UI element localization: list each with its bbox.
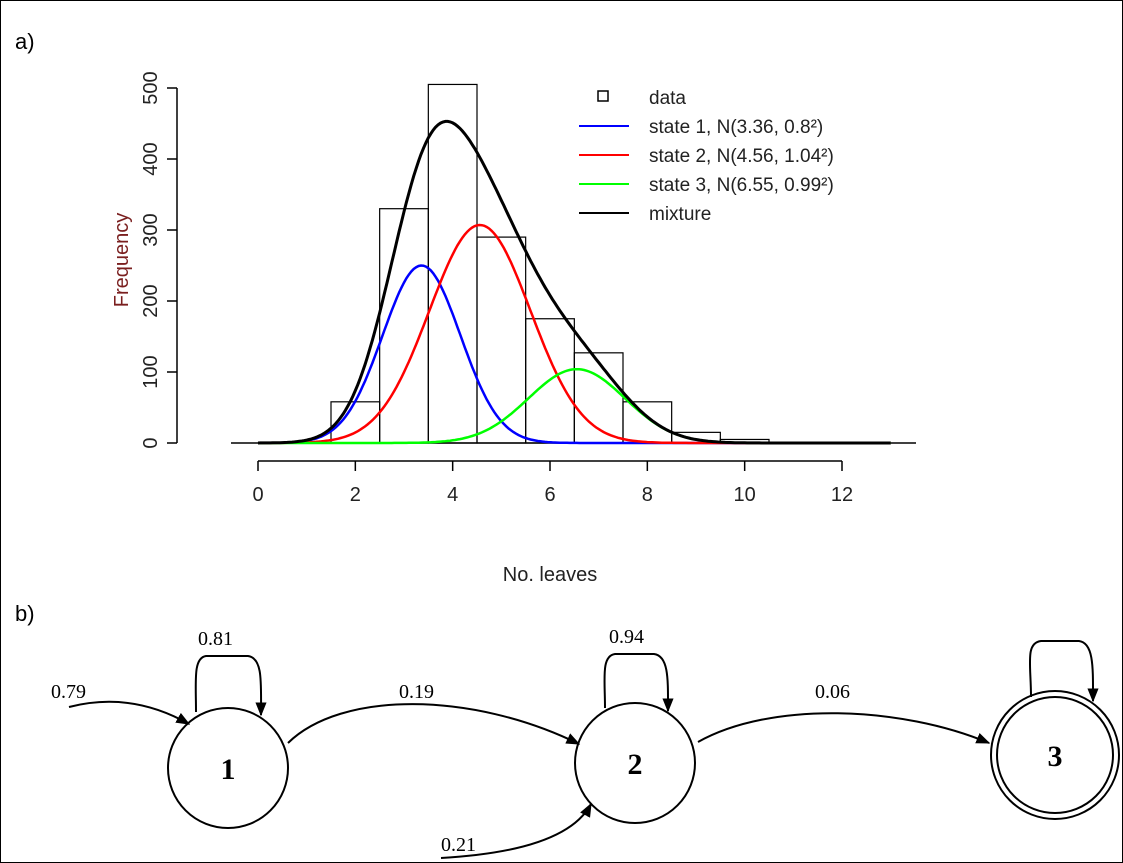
panel-a-label: a) [15, 29, 35, 54]
y-tick-label: 100 [140, 355, 162, 388]
transition-label-start-1: 0.79 [51, 681, 86, 703]
transition-label-2-2: 0.94 [609, 626, 644, 648]
state-1-node [167, 707, 289, 829]
transition-label-1-2: 0.19 [399, 681, 434, 703]
transition-label-start-2: 0.21 [441, 834, 476, 856]
legend-series-4-label: mixture [649, 204, 711, 225]
state-3-node [996, 696, 1114, 814]
start-to-2-arrow [440, 802, 592, 859]
x-tick-label: 6 [544, 484, 555, 506]
x-tick-label: 8 [642, 484, 653, 506]
1-to-2-arrow [287, 703, 581, 745]
start-to-1-arrow [68, 700, 191, 725]
y-tick-label: 500 [140, 71, 162, 104]
legend: data state 1, N(3.36, 0.8²) state 2, N(4.5… [579, 88, 834, 225]
y-tick-label: 300 [140, 213, 162, 246]
mixture-curve [257, 119, 891, 445]
2-to-3-arrow [697, 712, 991, 744]
state-3-outer-ring [990, 690, 1120, 820]
legend-data-swatch [597, 90, 609, 102]
panel-b-label: b) [15, 601, 35, 626]
loop-3-arrow [1028, 640, 1099, 703]
x-tick-label: 10 [734, 484, 756, 506]
x-tick-label: 12 [831, 484, 853, 506]
y-tick-label: 400 [140, 142, 162, 175]
loop-2-arrow [603, 653, 674, 713]
transition-label-1-1: 0.81 [198, 628, 233, 650]
legend-series-2-label: state 2, N(4.56, 1.04²) [649, 146, 834, 167]
histogram-chart: 0 2 4 6 8 10 12 0 100 200 300 400 500 No. leaves Fr… [111, 71, 916, 586]
legend-series-3-label: state 3, N(6.55, 0.99²) [649, 175, 834, 196]
state-2-label: 2 [628, 748, 643, 781]
x-tick-label: 2 [350, 484, 361, 506]
state-3-label: 3 [1048, 740, 1063, 773]
state-1-label: 1 [221, 753, 236, 786]
y-tick-label: 200 [140, 284, 162, 317]
loop-1-arrow [194, 655, 267, 717]
x-tick-label: 4 [447, 484, 458, 506]
legend-series-1-label: state 1, N(3.36, 0.8²) [649, 117, 823, 138]
density-curves [257, 119, 891, 445]
y-ticks: 0 100 200 300 400 500 [140, 71, 177, 449]
legend-data-label: data [649, 88, 686, 109]
x-ticks: 0 2 4 6 8 10 12 [252, 461, 853, 506]
y-tick-label: 0 [140, 437, 162, 448]
transition-label-2-3: 0.06 [815, 681, 850, 703]
state-2-node [574, 702, 696, 824]
x-axis-label: No. leaves [503, 564, 598, 586]
y-axis-label: Frequency [111, 213, 133, 308]
x-tick-label: 0 [252, 484, 263, 506]
